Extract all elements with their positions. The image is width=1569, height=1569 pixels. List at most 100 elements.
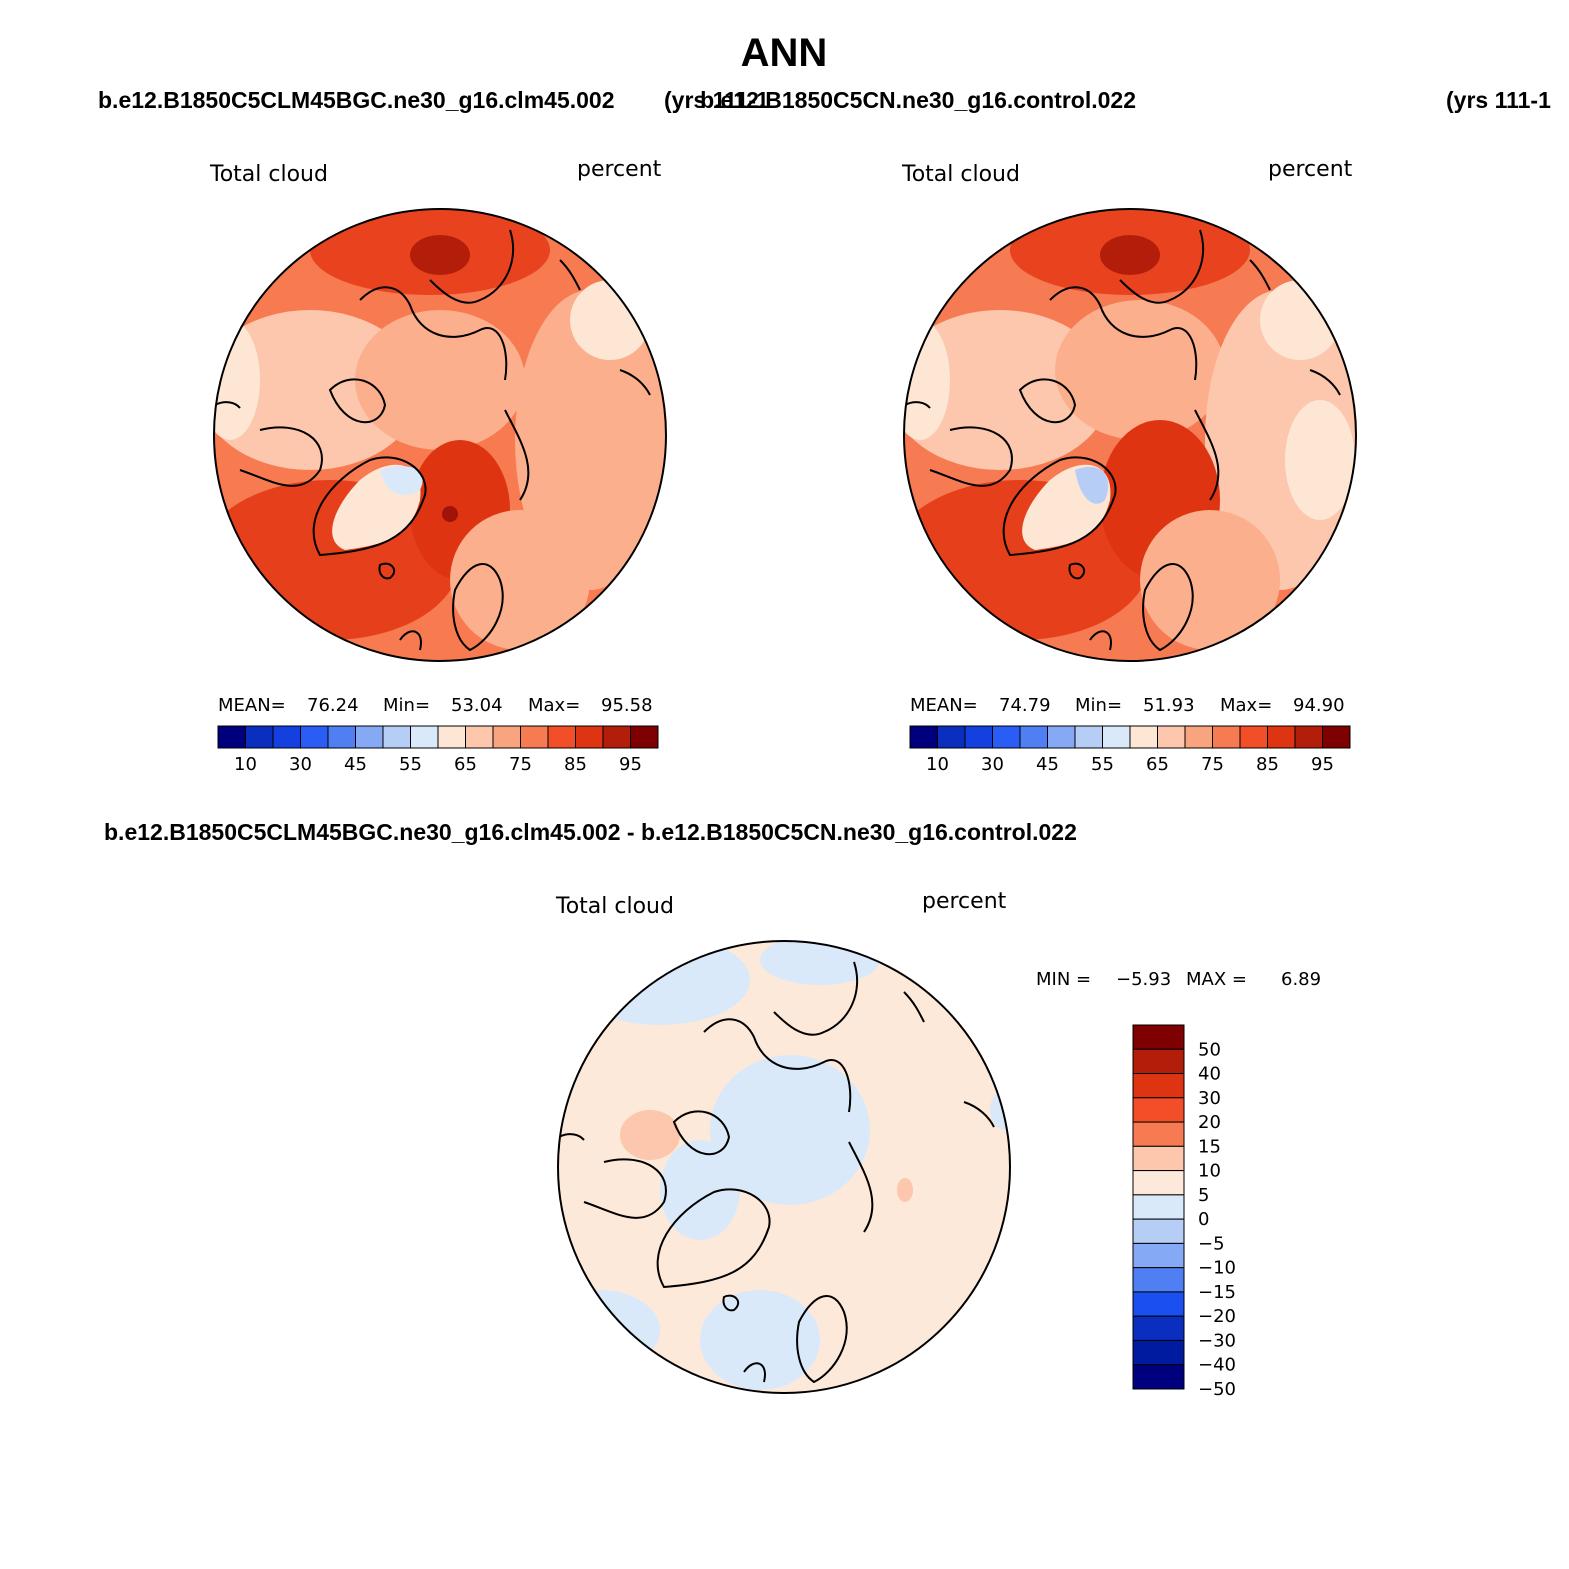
panel-a-colorbar-tick-label: 30 xyxy=(289,754,312,775)
diff-colorbar-tick-label: −50 xyxy=(1198,1379,1236,1400)
panel-b-colorbar-tick-label: 65 xyxy=(1146,754,1169,775)
panel-a-colorbar-swatch xyxy=(465,725,494,749)
diff-colorbar-tick-label: 10 xyxy=(1198,1161,1221,1182)
diff-colorbar-swatch xyxy=(1132,1170,1185,1196)
left-case-years: (yrs 111-1 xyxy=(664,87,769,113)
panel-b-colorbar-swatch xyxy=(1102,725,1131,749)
diff-colorbar-tick-label: −5 xyxy=(1198,1233,1225,1254)
diff-colorbar-swatch xyxy=(1132,1048,1185,1075)
panel-b-mean-label: MEAN= xyxy=(910,695,978,716)
diff-colorbar-swatch xyxy=(1132,1073,1185,1099)
panel-b-colorbar-swatch xyxy=(1074,725,1103,749)
diff-units-label: percent xyxy=(922,889,1007,914)
diff-colorbar-swatch xyxy=(1132,1242,1185,1269)
panel-b-colorbar-tick-label: 10 xyxy=(926,754,949,775)
diff-colorbar-tick-label: 15 xyxy=(1198,1136,1221,1157)
diff-colorbar-swatch xyxy=(1132,1097,1185,1123)
panel-b-colorbar-swatch xyxy=(1239,725,1268,749)
panel-b-colorbar: 10 30 45 55 65 75 85 95 xyxy=(909,725,1351,775)
panel-a-colorbar-swatch xyxy=(520,725,549,749)
diff-colorbar-tick-label: 50 xyxy=(1198,1039,1221,1060)
panel-a-max-value: 95.58 xyxy=(601,695,653,716)
panel-a-colorbar-tick-label: 95 xyxy=(619,754,642,775)
panel-a-max-label: Max= xyxy=(528,695,580,716)
panel-b-colorbar-swatch xyxy=(1322,725,1351,749)
panel-b-units-label: percent xyxy=(1268,157,1353,182)
diff-colorbar-tick-label: 20 xyxy=(1198,1112,1221,1133)
panel-a-colorbar-swatch xyxy=(245,725,274,749)
panel-a-colorbar: 10 30 45 55 65 75 85 95 xyxy=(217,725,659,775)
diff-colorbar-swatch xyxy=(1132,1315,1185,1341)
panel-b-min-value: 51.93 xyxy=(1143,695,1195,716)
diff-colorbar-tick-label: −40 xyxy=(1198,1355,1236,1376)
diff-colorbar-tick-label: −15 xyxy=(1198,1282,1236,1303)
diff-min-label: MIN = xyxy=(1036,969,1091,990)
panel-a-colorbar-swatch xyxy=(547,725,576,749)
diff-colorbar-swatch xyxy=(1132,1339,1185,1366)
panel-b-colorbar-swatch xyxy=(1157,725,1186,749)
diff-colorbar-tick-label: 0 xyxy=(1198,1209,1209,1230)
diff-title: b.e12.B1850C5CLM45BGC.ne30_g16.clm45.002… xyxy=(104,819,1077,845)
diff-min-value: −5.93 xyxy=(1116,969,1171,990)
diff-colorbar-swatch xyxy=(1132,1218,1185,1244)
diff-colorbar-swatch xyxy=(1132,1291,1185,1317)
panel-a-colorbar-swatch xyxy=(492,725,521,749)
panel-a-min-value: 53.04 xyxy=(451,695,503,716)
panel-a-colorbar-swatch xyxy=(630,725,659,749)
panel-a-colorbar-swatch xyxy=(272,725,301,749)
panel-a-colorbar-swatch xyxy=(410,725,439,749)
panel-b-colorbar-tick-label: 55 xyxy=(1091,754,1114,775)
panel-b-colorbar-swatch xyxy=(1047,725,1076,749)
panel-b-colorbar-swatch xyxy=(1019,725,1048,749)
diff-colorbar-swatch xyxy=(1132,1145,1185,1172)
left-case-name: b.e12.B1850C5CLM45BGC.ne30_g16.clm45.002 xyxy=(98,87,615,113)
panel-b-colorbar-tick-label: 75 xyxy=(1201,754,1224,775)
panel-b-colorbar-swatch xyxy=(1212,725,1241,749)
panel-a-colorbar-swatch xyxy=(327,725,356,749)
right-case-name: b.e12.B1850C5CN.ne30_g16.control.022 xyxy=(700,87,1136,113)
panel-a-mean-label: MEAN= xyxy=(218,695,286,716)
diff-colorbar-tick-label: 30 xyxy=(1198,1088,1221,1109)
panel-b-colorbar-swatch xyxy=(1129,725,1158,749)
panel-b-colorbar-tick-label: 85 xyxy=(1256,754,1279,775)
diff-colorbar-swatch xyxy=(1132,1121,1185,1147)
panel-b-colorbar-swatch xyxy=(992,725,1021,749)
right-case-years: (yrs 111-1 xyxy=(1446,87,1551,113)
diff-colorbar-swatch xyxy=(1132,1267,1185,1293)
panel-b-colorbar-swatch xyxy=(1267,725,1296,749)
diff-variable-label: Total cloud xyxy=(555,894,674,919)
panel-b-mean-value: 74.79 xyxy=(999,695,1051,716)
panel-a-colorbar-swatch xyxy=(217,725,246,749)
diff-colorbar-tick-label: −10 xyxy=(1198,1258,1236,1279)
panel-b-colorbar-tick-label: 30 xyxy=(981,754,1004,775)
panel-a-colorbar-swatch xyxy=(355,725,384,749)
figure-title: ANN xyxy=(741,31,828,75)
panel-b-max-value: 94.90 xyxy=(1293,695,1345,716)
diff-colorbar-tick-label: 40 xyxy=(1198,1064,1221,1085)
panel-b-colorbar-swatch xyxy=(937,725,966,749)
diff-colorbar-swatch xyxy=(1132,1364,1185,1390)
panel-a-colorbar-swatch xyxy=(602,725,631,749)
panel-b-map xyxy=(903,208,1357,662)
panel-b-variable-label: Total cloud xyxy=(901,162,1020,187)
panel-a-units-label: percent xyxy=(577,157,662,182)
panel-b-colorbar-swatch xyxy=(964,725,993,749)
diff-colorbar-tick-label: −20 xyxy=(1198,1306,1236,1327)
panel-a-colorbar-swatch xyxy=(382,725,411,749)
panel-a-map xyxy=(213,208,667,662)
panel-a-min-label: Min= xyxy=(383,695,430,716)
panel-a-colorbar-swatch xyxy=(575,725,604,749)
panel-b-colorbar-swatch xyxy=(1184,725,1213,749)
diff-max-label: MAX = xyxy=(1186,969,1247,990)
panel-a-colorbar-swatch xyxy=(300,725,329,749)
panel-a-colorbar-tick-label: 10 xyxy=(234,754,257,775)
diff-colorbar-swatch xyxy=(1132,1194,1185,1220)
diff-map xyxy=(557,940,1011,1394)
panel-b-max-label: Max= xyxy=(1220,695,1272,716)
panel-b-colorbar-swatch xyxy=(1294,725,1323,749)
panel-b-colorbar-swatch xyxy=(909,725,938,749)
panel-a-colorbar-tick-label: 55 xyxy=(399,754,422,775)
panel-b-colorbar-tick-label: 45 xyxy=(1036,754,1059,775)
